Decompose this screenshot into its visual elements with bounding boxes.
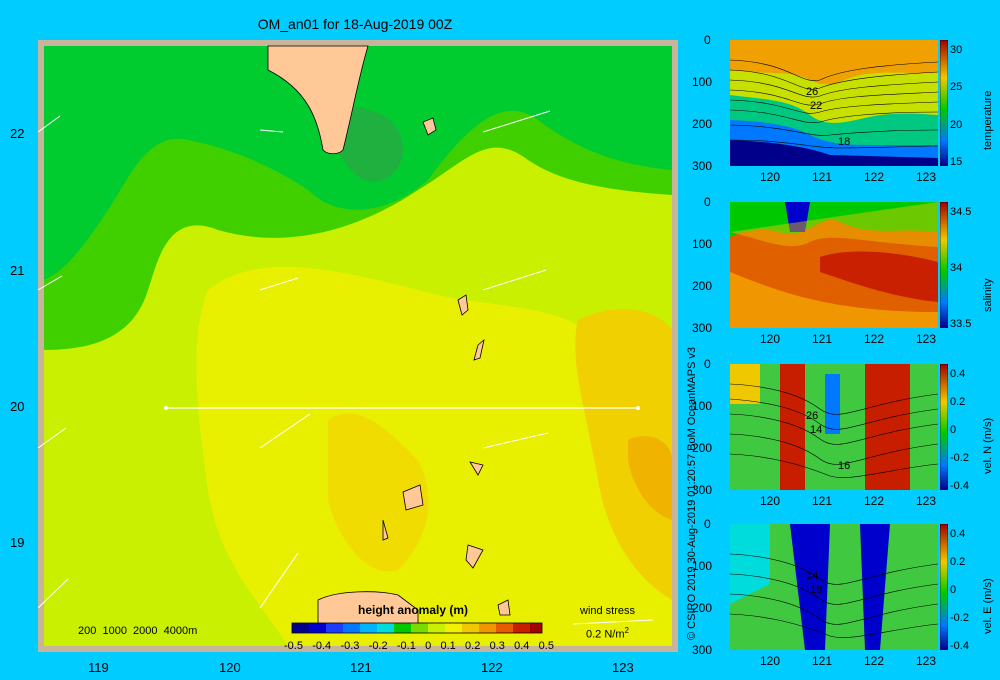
temperature-panel [730,40,938,166]
panel-y-tick: 300 [692,321,713,335]
x-tick: 121 [350,660,372,675]
colorbar-tick: -0.4 [950,480,969,492]
y-tick: 19 [10,535,25,550]
colorbar-tick: 0 [950,584,957,596]
height-anomaly-map [38,40,678,652]
x-tick: 119 [88,660,109,675]
colorbar-ticks: -0.5 -0.4 -0.3 -0.2 -0.1 0 0.1 0.2 0.3 0.4 0.… [284,640,554,652]
colorbar-tick: 25 [950,81,963,94]
panel-y-tick: 100 [692,75,713,89]
panel-x-tick: 121 [812,332,833,346]
colorbar-tick: 0.4 [950,528,966,540]
y-tick: 22 [10,126,25,141]
colorbar-tick: -0.2 [950,452,969,464]
colorbar-tick: 34 [950,262,963,274]
contour-label: 26 [806,410,819,422]
colorbar-tick: 20 [950,118,963,131]
panel-x-tick: 122 [864,332,885,346]
panel-y-tick: 300 [692,159,713,173]
panel-x-tick: 123 [916,654,937,668]
contour-label: 22 [810,100,823,112]
colorbar-tick: -0.4 [950,640,969,652]
x-tick: 120 [219,660,241,675]
panel-x-tick: 122 [864,494,885,508]
vel-e-panel [730,524,938,650]
contour-label: 16 [838,460,851,472]
contour-label: 26 [806,86,819,98]
panel-x-tick: 121 [812,654,833,668]
panel-y-tick: 300 [692,643,713,657]
credit-text: © CSIRO 2019 30-Aug-2019 01:20:57 BoM Oc… [686,346,698,640]
panel-y-tick: 200 [692,279,713,293]
x-tick: 122 [481,660,503,675]
vel-n-colorbar [940,364,948,490]
panel-x-tick: 121 [812,494,833,508]
panel-label: salinity [982,278,994,312]
depth-legend: 200 1000 2000 4000m [78,625,198,637]
panel-label: vel. E (m/s) [982,578,994,634]
vel-n-panel [730,364,938,490]
y-tick: 21 [10,263,25,278]
panel-x-tick: 121 [812,170,833,184]
colorbar-tick: 15 [950,156,963,168]
panel-x-tick: 123 [916,332,937,346]
colorbar-tick: 34.5 [950,206,972,218]
panel-x-tick: 123 [916,494,937,508]
height-anomaly-label: height anomaly (m) [358,603,469,617]
panel-y-tick: 300 [692,483,713,497]
panel-label: temperature [982,90,994,150]
colorbar-tick: 0.2 [950,396,966,408]
colorbar-tick: 33.5 [950,318,972,330]
contour-label: 14 [806,570,819,582]
colorbar-tick: 0.4 [950,368,966,380]
panel-y-tick: 100 [692,559,713,573]
panel-x-tick: 123 [916,170,937,184]
temperature-colorbar [940,40,948,166]
salinity-colorbar [940,202,948,328]
panel-y-tick: 100 [692,399,713,413]
colorbar-tick: 30 [950,44,963,56]
panel-y-tick: 200 [692,601,713,615]
colorbar-tick: -0.2 [950,612,969,624]
vel-e-colorbar [940,524,948,650]
salinity-panel [730,202,938,328]
panel-label: vel. N (m/s) [982,417,994,474]
wind-stress-scale: 0.2 N/m2 [586,626,629,641]
panel-x-tick: 120 [760,494,781,508]
panel-x-tick: 122 [864,170,885,184]
panel-y-tick: 0 [704,357,711,371]
wind-stress-label: wind stress [580,605,636,617]
x-tick: 123 [612,660,634,675]
panel-x-tick: 120 [760,654,781,668]
contour-label: 18 [810,584,823,596]
colorbar-tick: 0.2 [950,556,966,568]
height-anomaly-colorbar [291,622,543,634]
y-tick: 20 [10,399,25,414]
panel-x-tick: 120 [760,170,781,184]
panel-y-tick: 0 [704,517,711,531]
panel-x-tick: 122 [864,654,885,668]
panel-y-tick: 0 [704,195,711,209]
colorbar-tick: 0 [950,424,957,436]
contour-label: 14 [810,424,823,436]
panel-y-tick: 200 [692,441,713,455]
panel-y-tick: 0 [704,33,711,47]
map-title: OM_an01 for 18-Aug-2019 00Z [257,16,453,32]
panel-y-tick: 200 [692,117,713,131]
panel-x-tick: 120 [760,332,781,346]
panel-y-tick: 100 [692,237,713,251]
contour-label: 18 [838,136,851,148]
